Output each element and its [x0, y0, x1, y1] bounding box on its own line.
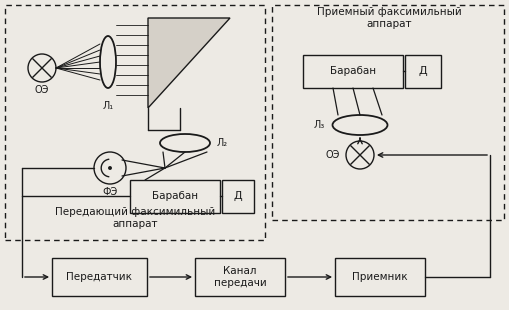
Text: Барабан: Барабан — [152, 191, 198, 201]
Ellipse shape — [332, 115, 387, 135]
Text: Д: Д — [234, 191, 242, 201]
Polygon shape — [222, 180, 254, 213]
Ellipse shape — [160, 134, 210, 152]
Text: ОЭ: ОЭ — [35, 85, 49, 95]
Text: Д: Д — [419, 66, 428, 76]
Circle shape — [28, 54, 56, 82]
Text: ОЭ: ОЭ — [326, 150, 340, 160]
Circle shape — [108, 166, 111, 170]
Text: Барабан: Барабан — [330, 66, 376, 76]
Text: Л₂: Л₂ — [217, 138, 228, 148]
Polygon shape — [405, 55, 441, 88]
Ellipse shape — [100, 36, 116, 88]
Text: Приемный факсимильный
аппарат: Приемный факсимильный аппарат — [317, 7, 461, 29]
Circle shape — [346, 141, 374, 169]
Circle shape — [94, 152, 126, 184]
Text: Передатчик: Передатчик — [66, 272, 132, 282]
Polygon shape — [303, 55, 403, 88]
Polygon shape — [52, 258, 147, 296]
Polygon shape — [148, 18, 230, 108]
Polygon shape — [195, 258, 285, 296]
Text: Л₃: Л₃ — [314, 120, 325, 130]
Text: Передающий факсимильный
аппарат: Передающий факсимильный аппарат — [55, 207, 215, 229]
Polygon shape — [130, 180, 220, 213]
Polygon shape — [335, 258, 425, 296]
Text: Л₁: Л₁ — [102, 101, 114, 111]
Text: ФЭ: ФЭ — [102, 187, 118, 197]
Text: Приемник: Приемник — [352, 272, 408, 282]
Text: Канал
передачи: Канал передачи — [214, 266, 266, 288]
